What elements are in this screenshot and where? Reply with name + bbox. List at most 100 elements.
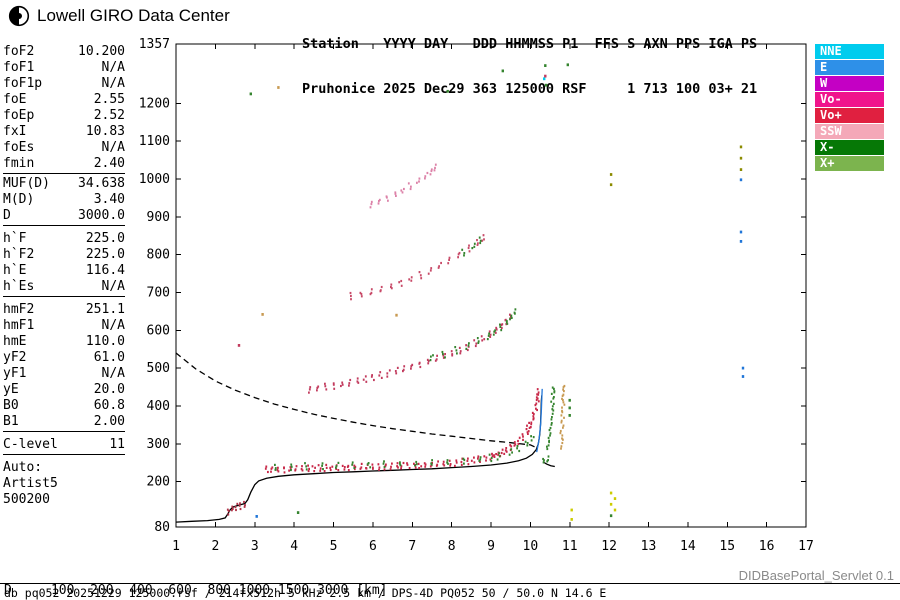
trace-legend: NNE E W Vo- Vo+ SSW X- X+ bbox=[815, 44, 884, 172]
param-label: h`F2 bbox=[3, 247, 35, 262]
param-label: B0 bbox=[3, 398, 19, 413]
param-label: yF2 bbox=[3, 350, 27, 365]
param-row-h`e: h`E 116.4 bbox=[3, 263, 125, 279]
svg-text:200: 200 bbox=[147, 475, 170, 490]
svg-text:5: 5 bbox=[330, 539, 338, 554]
param-row-b0: B0 60.8 bbox=[3, 398, 125, 414]
param-value: 225.0 bbox=[85, 231, 125, 246]
param-label: B1 bbox=[3, 414, 19, 429]
lowell-giro-logo-icon bbox=[8, 5, 30, 27]
svg-text:2: 2 bbox=[211, 539, 219, 554]
param-value: 2.00 bbox=[93, 414, 125, 429]
param-label: hmE bbox=[3, 334, 27, 349]
param-value: 20.0 bbox=[93, 382, 125, 397]
param-label: foF2 bbox=[3, 44, 35, 59]
param-label: fmin bbox=[3, 156, 35, 171]
ionogram-file-info: db pq052 20251229 125000.rsf / 214fx512h… bbox=[4, 586, 607, 600]
param-row-fof1p: foF1p N/A bbox=[3, 76, 125, 92]
param-label: foF1p bbox=[3, 76, 43, 91]
svg-text:12: 12 bbox=[601, 539, 617, 554]
param-label: foEs bbox=[3, 140, 35, 155]
param-row-h`f2: h`F2 225.0 bbox=[3, 247, 125, 263]
param-value: 110.0 bbox=[85, 334, 125, 349]
param-value: 2.55 bbox=[93, 92, 125, 107]
param-value: 2.52 bbox=[93, 108, 125, 123]
legend-item-nne: NNE bbox=[815, 44, 884, 59]
param-value: N/A bbox=[101, 279, 125, 294]
param-row-foes: foEs N/A bbox=[3, 140, 125, 156]
param-row-hmf1: hmF1 N/A bbox=[3, 318, 125, 334]
param-row-fxi: fxI 10.83 bbox=[3, 124, 125, 140]
svg-text:6: 6 bbox=[369, 539, 377, 554]
svg-text:11: 11 bbox=[562, 539, 578, 554]
param-row-hmf2: hmF2 251.1 bbox=[3, 302, 125, 318]
svg-text:800: 800 bbox=[147, 248, 170, 263]
param-label: hmF1 bbox=[3, 318, 35, 333]
svg-text:400: 400 bbox=[147, 399, 170, 414]
param-label: h`E bbox=[3, 263, 27, 278]
svg-text:16: 16 bbox=[759, 539, 775, 554]
param-group: foF2 10.200 foF1 N/A foF1p N/A foE 2.55 foEp 2.52… bbox=[3, 44, 125, 174]
param-row-yf2: yF2 61.0 bbox=[3, 350, 125, 366]
param-row-b1: B1 2.00 bbox=[3, 414, 125, 430]
legend-item-x+: X+ bbox=[815, 156, 884, 171]
param-value: 60.8 bbox=[93, 398, 125, 413]
param-label: yE bbox=[3, 382, 19, 397]
param-label: foEp bbox=[3, 108, 35, 123]
param-value: N/A bbox=[101, 60, 125, 75]
legend-item-vo+: Vo+ bbox=[815, 108, 884, 123]
svg-text:9: 9 bbox=[487, 539, 495, 554]
param-label: D bbox=[3, 208, 11, 223]
svg-text:17: 17 bbox=[798, 539, 814, 554]
auto-line: Artist5 bbox=[3, 476, 58, 491]
svg-text:700: 700 bbox=[147, 285, 170, 300]
legend-item-ssw: SSW bbox=[815, 124, 884, 139]
svg-text:8: 8 bbox=[448, 539, 456, 554]
param-value: 2.40 bbox=[93, 156, 125, 171]
dmuf-row-d: D 100 200 400 600 800 1000 1500 3000 [km… bbox=[4, 583, 388, 598]
param-row-fof2: foF2 10.200 bbox=[3, 44, 125, 60]
param-row-fof1: foF1 N/A bbox=[3, 60, 125, 76]
svg-text:3: 3 bbox=[251, 539, 259, 554]
auto-label: Auto: bbox=[3, 460, 43, 475]
param-value: 34.638 bbox=[78, 176, 125, 191]
param-group: MUF(D) 34.638 M(D) 3.40 D 3000.0 bbox=[3, 176, 125, 226]
param-row-foep: foEp 2.52 bbox=[3, 108, 125, 124]
auto-block: Auto: Artist5 500200 bbox=[3, 460, 125, 508]
param-label: C-level bbox=[3, 437, 58, 452]
param-value: N/A bbox=[101, 366, 125, 381]
brand-title: Lowell GIRO Data Center bbox=[37, 6, 230, 25]
param-label: fxI bbox=[3, 124, 27, 139]
param-group: h`F 225.0 h`F2 225.0 h`E 116.4 h`Es N/A bbox=[3, 231, 125, 297]
param-value: N/A bbox=[101, 76, 125, 91]
param-row-c-level: C-level 11 bbox=[3, 437, 125, 453]
param-row-ye: yE 20.0 bbox=[3, 382, 125, 398]
legend-item-e: E bbox=[815, 60, 884, 75]
param-label: foE bbox=[3, 92, 27, 107]
param-value: 225.0 bbox=[85, 247, 125, 262]
param-label: hmF2 bbox=[3, 302, 35, 317]
param-label: h`F bbox=[3, 231, 27, 246]
param-row-h`f: h`F 225.0 bbox=[3, 231, 125, 247]
param-value: 61.0 bbox=[93, 350, 125, 365]
param-value: N/A bbox=[101, 140, 125, 155]
param-group: hmF2 251.1 hmF1 N/A hmE 110.0 yF2 61.0 yF1 N/A yE 2… bbox=[3, 302, 125, 432]
param-row-foe: foE 2.55 bbox=[3, 92, 125, 108]
param-row-m(d): M(D) 3.40 bbox=[3, 192, 125, 208]
svg-text:7: 7 bbox=[408, 539, 416, 554]
svg-text:500: 500 bbox=[147, 361, 170, 376]
svg-text:900: 900 bbox=[147, 210, 170, 225]
param-value: 116.4 bbox=[85, 263, 125, 278]
station-header-values: Pruhonice 2025 Dec29 363 125000 RSF 1 71… bbox=[302, 81, 758, 97]
param-row-d: D 3000.0 bbox=[3, 208, 125, 224]
param-value: 3000.0 bbox=[78, 208, 125, 223]
param-label: yF1 bbox=[3, 366, 27, 381]
legend-item-x-: X- bbox=[815, 140, 884, 155]
param-group: C-level 11 bbox=[3, 437, 125, 455]
svg-text:1357: 1357 bbox=[139, 37, 170, 52]
svg-text:15: 15 bbox=[719, 539, 735, 554]
param-row-yf1: yF1 N/A bbox=[3, 366, 125, 382]
svg-text:13: 13 bbox=[641, 539, 657, 554]
